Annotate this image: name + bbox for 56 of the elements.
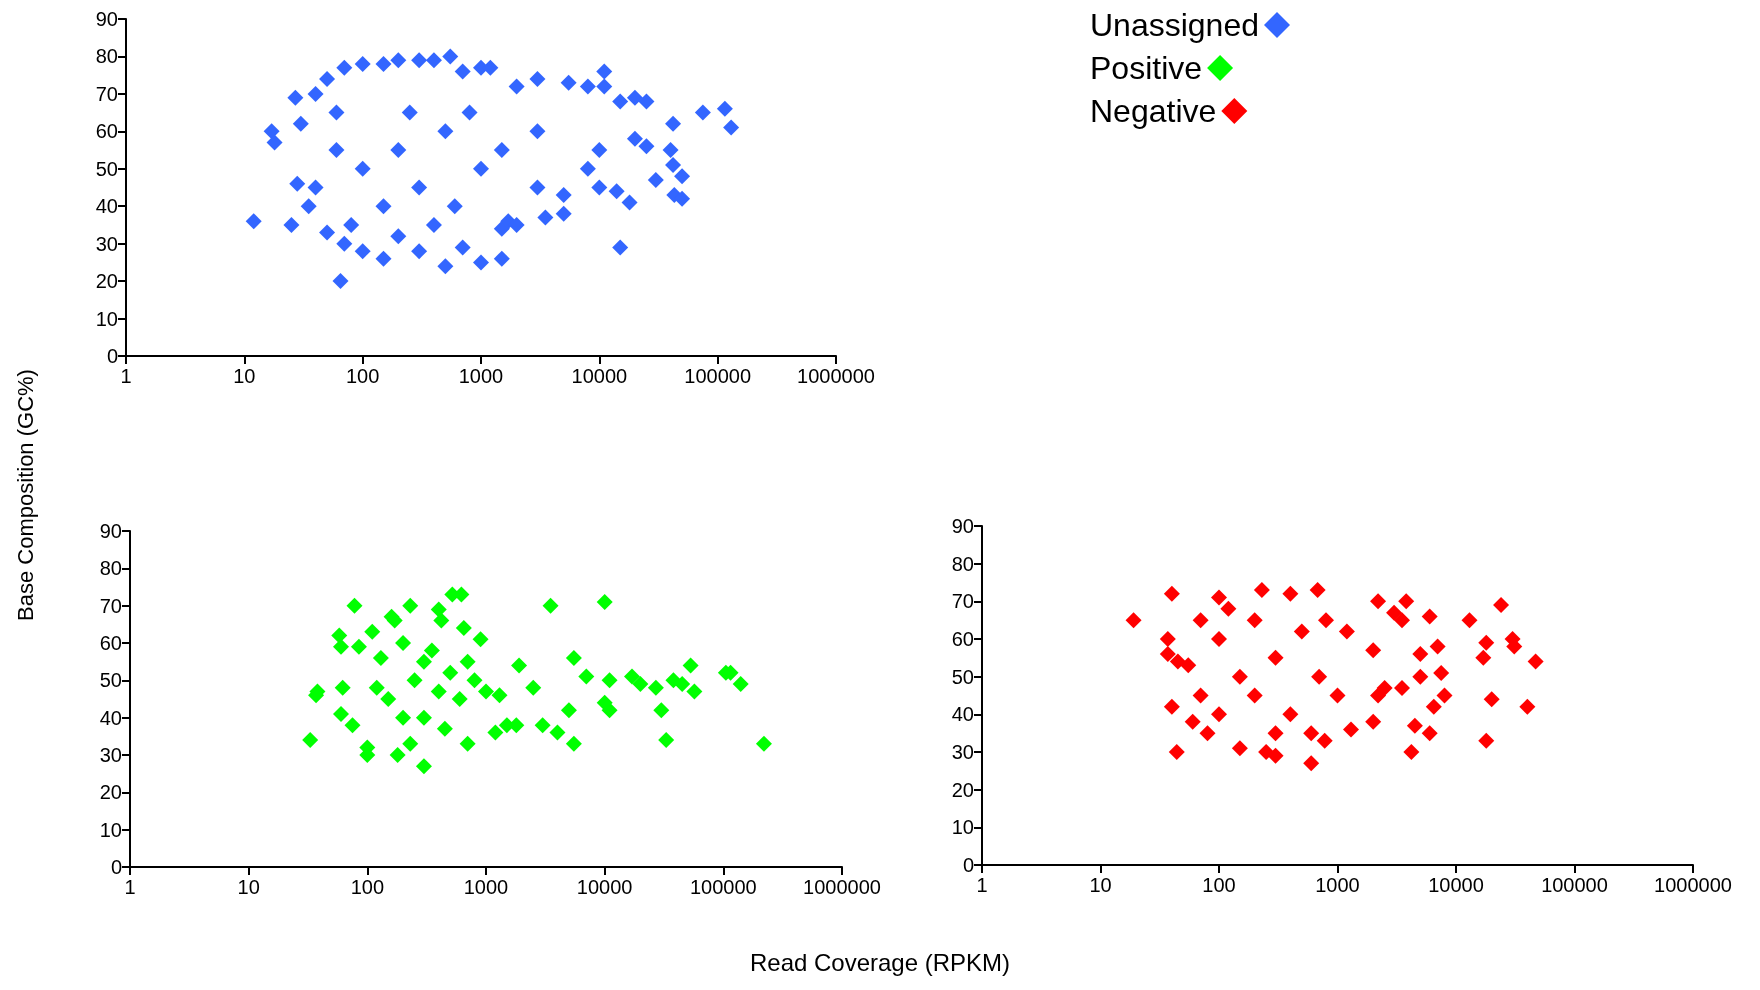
y-tick-label: 0 — [106, 345, 118, 367]
y-tick-label: 50 — [95, 157, 118, 180]
y-tick-label: 90 — [99, 520, 122, 542]
y-tick-label: 10 — [95, 307, 118, 330]
y-tick-label: 20 — [951, 778, 974, 801]
y-tick-label: 10 — [99, 818, 122, 841]
y-tick-label: 30 — [951, 741, 974, 763]
y-tick-label: 80 — [951, 552, 974, 575]
x-tick-label: 100000 — [1541, 874, 1608, 896]
y-tick-label: 70 — [95, 82, 118, 105]
x-tick-label: 1 — [120, 365, 132, 387]
y-tick-label: 80 — [99, 557, 122, 580]
x-axis-title: Read Coverage (RPKM) — [749, 948, 1011, 976]
x-tick-label: 10 — [1089, 874, 1112, 896]
legend-label: Negative — [1090, 93, 1217, 129]
y-tick-label: 90 — [951, 515, 974, 537]
y-tick-label: 60 — [951, 628, 974, 650]
x-tick-label: 1000 — [463, 876, 509, 898]
y-tick-label: 10 — [951, 816, 974, 839]
x-tick-label: 100 — [1202, 874, 1236, 896]
y-tick-label: 90 — [95, 8, 118, 30]
legend-label: Positive — [1090, 50, 1203, 86]
x-tick-label: 10000 — [571, 365, 628, 387]
x-tick-label: 1 — [124, 876, 136, 898]
x-tick-label: 10 — [233, 365, 256, 387]
x-tick-label: 100000 — [689, 876, 757, 898]
y-tick-label: 60 — [95, 120, 118, 143]
y-tick-label: 40 — [99, 706, 122, 729]
y-tick-label: 30 — [99, 744, 122, 766]
y-tick-label: 30 — [95, 232, 118, 255]
x-tick-label: 100 — [350, 876, 385, 898]
y-tick-label: 0 — [962, 854, 974, 876]
y-tick-label: 40 — [95, 195, 118, 218]
x-tick-label: 1000000 — [797, 365, 875, 387]
y-tick-label: 50 — [99, 669, 122, 692]
y-tick-label: 70 — [99, 594, 122, 617]
x-tick-label: 10 — [237, 876, 260, 898]
x-tick-label: 100 — [345, 365, 380, 387]
x-tick-label: 100000 — [684, 365, 752, 387]
x-tick-label: 1 — [976, 874, 988, 896]
y-tick-label: 20 — [95, 270, 118, 293]
y-tick-label: 80 — [95, 45, 118, 68]
y-tick-label: 20 — [99, 781, 122, 804]
x-tick-label: 1000 — [458, 365, 504, 387]
y-tick-label: 40 — [951, 703, 974, 726]
x-tick-label: 1000 — [1315, 874, 1360, 896]
x-tick-label: 1000000 — [803, 876, 881, 898]
y-tick-label: 70 — [951, 590, 974, 613]
y-tick-label: 0 — [110, 856, 122, 878]
y-tick-label: 60 — [99, 632, 122, 654]
y-tick-label: 50 — [951, 665, 974, 688]
x-tick-label: 10000 — [1428, 874, 1484, 896]
x-tick-label: 10000 — [576, 876, 633, 898]
y-axis-title: Base Composition (GC%) — [12, 369, 38, 621]
legend-label: Unassigned — [1090, 7, 1259, 43]
x-tick-label: 1000000 — [1654, 874, 1732, 896]
